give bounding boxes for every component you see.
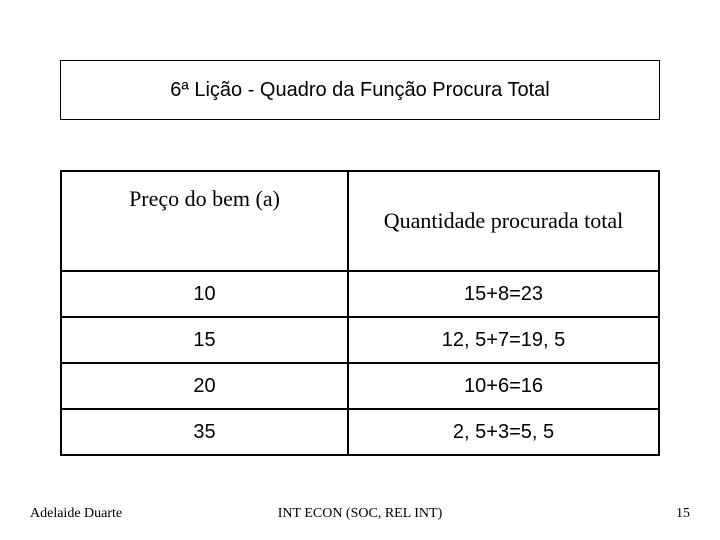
cell-price: 35 <box>61 409 348 455</box>
cell-quantity: 2, 5+3=5, 5 <box>348 409 659 455</box>
cell-quantity: 10+6=16 <box>348 363 659 409</box>
footer-page-number: 15 <box>676 506 690 522</box>
col-header-price: Preço do bem (a) <box>61 171 348 271</box>
cell-quantity: 15+8=23 <box>348 271 659 317</box>
table-row: 20 10+6=16 <box>61 363 659 409</box>
footer-course: INT ECON (SOC, REL INT) <box>0 506 720 522</box>
cell-price: 15 <box>61 317 348 363</box>
cell-quantity: 12, 5+7=19, 5 <box>348 317 659 363</box>
col-header-quantity: Quantidade procurada total <box>348 171 659 271</box>
slide-title: 6ª Lição - Quadro da Função Procura Tota… <box>170 79 549 102</box>
slide-title-box: 6ª Lição - Quadro da Função Procura Tota… <box>60 60 660 120</box>
table-row: 10 15+8=23 <box>61 271 659 317</box>
cell-price: 10 <box>61 271 348 317</box>
table-header-row: Preço do bem (a) Quantidade procurada to… <box>61 171 659 271</box>
slide: 6ª Lição - Quadro da Função Procura Tota… <box>0 0 720 540</box>
demand-table: Preço do bem (a) Quantidade procurada to… <box>60 170 660 456</box>
table-row: 15 12, 5+7=19, 5 <box>61 317 659 363</box>
table-row: 35 2, 5+3=5, 5 <box>61 409 659 455</box>
cell-price: 20 <box>61 363 348 409</box>
